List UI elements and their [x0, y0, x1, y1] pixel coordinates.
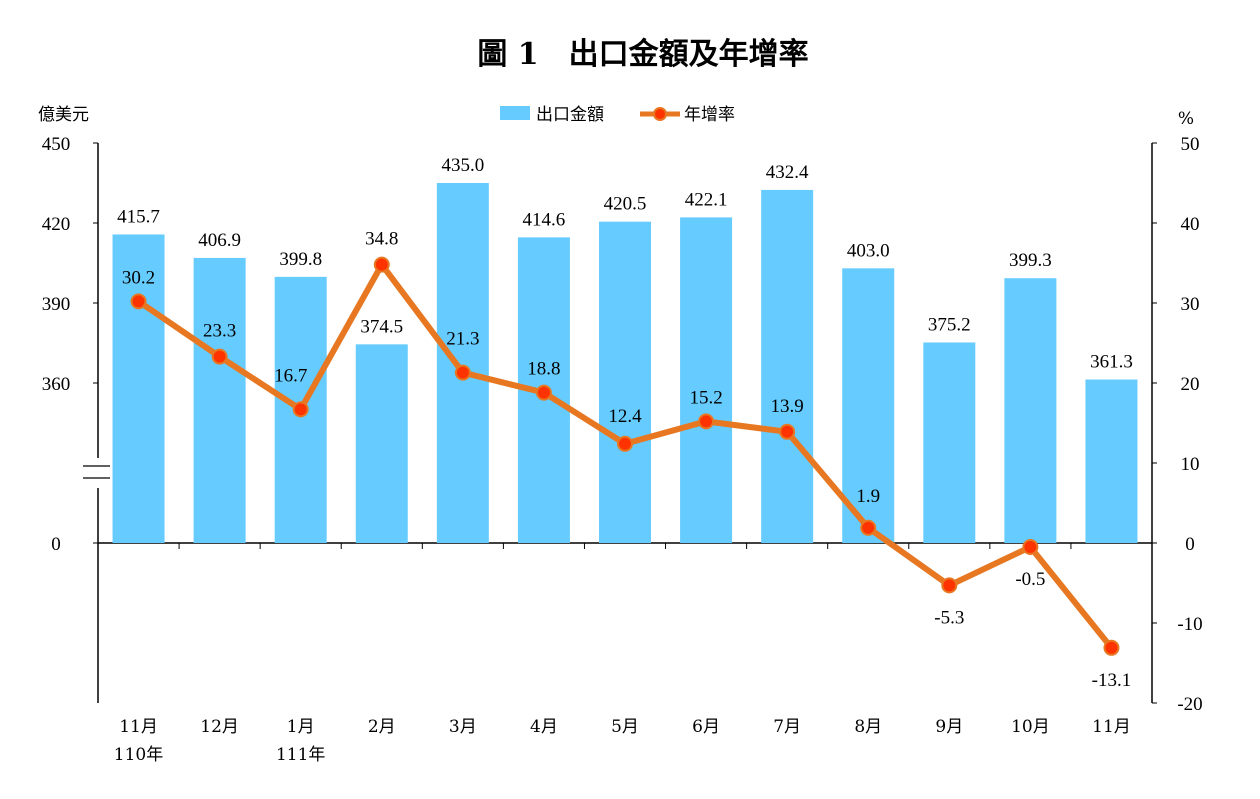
- right-axis-unit: %: [1178, 109, 1194, 129]
- bar-export-amount: [761, 189, 814, 543]
- right-tick-label: 20: [1181, 374, 1200, 395]
- bar-export-amount: [923, 342, 976, 543]
- growth-rate-value-label: 23.3: [203, 321, 236, 342]
- growth-rate-point: [941, 577, 958, 594]
- left-tick-label: 0: [51, 534, 61, 555]
- bar-export-amount: [599, 221, 651, 543]
- category-label: 6月: [692, 717, 720, 737]
- bar-export-amount: [842, 268, 895, 543]
- right-tick-label: 0: [1185, 534, 1195, 555]
- right-tick-label: -10: [1177, 614, 1202, 635]
- category-sublabel: 110年: [114, 745, 163, 765]
- growth-rate-line: [130, 256, 1120, 656]
- growth-rate-point: [617, 435, 633, 452]
- growth-rate-labels: 30.2 23.3 16.7 34.8 21.3 18.8 12.4 15.2 13.9 1.9 -…: [122, 229, 1131, 691]
- category-sublabel: 111年: [276, 745, 325, 765]
- bar-value-label: 435.0: [441, 155, 484, 176]
- left-tick-label: 360: [42, 374, 71, 395]
- growth-rate-point: [1103, 639, 1120, 656]
- legend-bar-label: 出口金額: [536, 105, 604, 125]
- category-label: 5月: [611, 717, 639, 737]
- growth-rate-point: [860, 519, 877, 536]
- bar-labels: 415.7 406.9 399.8 374.5 435.0 414.6 420.5 422.1…: [117, 155, 1133, 373]
- growth-rate-point: [211, 348, 228, 365]
- bar-export-amount: [436, 183, 489, 543]
- growth-rate-point: [779, 423, 796, 440]
- growth-rate-value-label: -5.3: [934, 607, 964, 628]
- bar-export-amount: [680, 217, 733, 543]
- legend-bar-swatch: [500, 106, 530, 120]
- bar-value-label: 403.0: [847, 240, 890, 261]
- category-label: 7月: [773, 717, 801, 737]
- left-tick-label: 420: [42, 214, 71, 235]
- growth-rate-point: [698, 413, 715, 430]
- growth-rate-value-label: 15.2: [689, 387, 722, 408]
- right-tick-label: -20: [1177, 694, 1202, 715]
- bars: [112, 183, 1138, 543]
- growth-rate-point: [292, 401, 309, 418]
- bar-value-label: 361.3: [1090, 352, 1133, 373]
- growth-rate-point: [1022, 539, 1039, 555]
- category-label: 12月: [200, 717, 239, 737]
- right-tick-label: 40: [1181, 214, 1200, 235]
- left-axis-ticks: 450 420 390 360 0: [42, 134, 98, 555]
- growth-rate-value-label: 16.7: [274, 365, 307, 386]
- chart-title: 圖 1 出口金額及年增率: [477, 37, 808, 72]
- category-labels: 11月 110年 12月 1月 111年 2月 3月 4月 5月 6月 7月 8月 9月 10月 11月: [114, 717, 1131, 765]
- right-tick-label: 30: [1181, 294, 1200, 315]
- category-label: 9月: [935, 717, 963, 737]
- right-tick-label: 10: [1181, 454, 1200, 475]
- legend-line-label: 年增率: [684, 105, 735, 125]
- bar-value-label: 374.5: [360, 316, 403, 337]
- category-label: 3月: [449, 717, 477, 737]
- growth-rate-value-label: 34.8: [365, 229, 398, 250]
- bar-export-amount: [355, 344, 408, 543]
- category-label: 11月: [119, 717, 158, 737]
- bar-export-amount: [193, 257, 246, 543]
- left-tick-label: 390: [42, 294, 71, 315]
- bar-export-amount: [1085, 379, 1138, 543]
- category-label: 10月: [1011, 717, 1050, 737]
- growth-rate-value-label: 13.9: [771, 396, 804, 417]
- bar-value-label: 432.4: [766, 162, 809, 183]
- right-axis-ticks: 50 40 30 20 10 0 -10 -20: [1152, 134, 1203, 715]
- legend-line-marker: [653, 107, 667, 121]
- bar-value-label: 399.3: [1009, 250, 1052, 271]
- right-tick-label: 50: [1181, 134, 1200, 155]
- category-label: 11月: [1092, 717, 1131, 737]
- bar-value-label: 406.9: [198, 230, 241, 251]
- growth-rate-point: [130, 293, 147, 310]
- growth-rate-value-label: 21.3: [446, 329, 479, 350]
- growth-rate-point: [535, 384, 552, 401]
- growth-rate-point: [454, 364, 471, 381]
- growth-rate-value-label: 12.4: [608, 406, 642, 427]
- growth-rate-value-label: 1.9: [856, 486, 880, 507]
- growth-rate-point: [373, 256, 390, 273]
- category-label: 1月: [287, 717, 315, 737]
- growth-rate-value-label: -0.5: [1015, 569, 1045, 590]
- category-label: 4月: [530, 717, 558, 737]
- left-tick-label: 450: [42, 134, 71, 155]
- left-axis-unit: 億美元: [38, 105, 89, 125]
- growth-rate-value-label: 30.2: [122, 267, 155, 288]
- bar-value-label: 415.7: [117, 206, 160, 227]
- bar-value-label: 375.2: [928, 314, 971, 335]
- category-label: 2月: [368, 717, 396, 737]
- bar-value-label: 422.1: [685, 189, 728, 210]
- bar-export-amount: [1004, 278, 1057, 543]
- category-label: 8月: [854, 717, 882, 737]
- growth-rate-value-label: 18.8: [527, 359, 560, 380]
- bar-value-label: 420.5: [604, 194, 647, 215]
- bar-export-amount: [112, 234, 165, 543]
- growth-rate-value-label: -13.1: [1092, 670, 1132, 691]
- bar-value-label: 414.6: [523, 209, 566, 230]
- legend: 出口金額 年增率: [500, 105, 735, 125]
- bar-value-label: 399.8: [279, 249, 322, 270]
